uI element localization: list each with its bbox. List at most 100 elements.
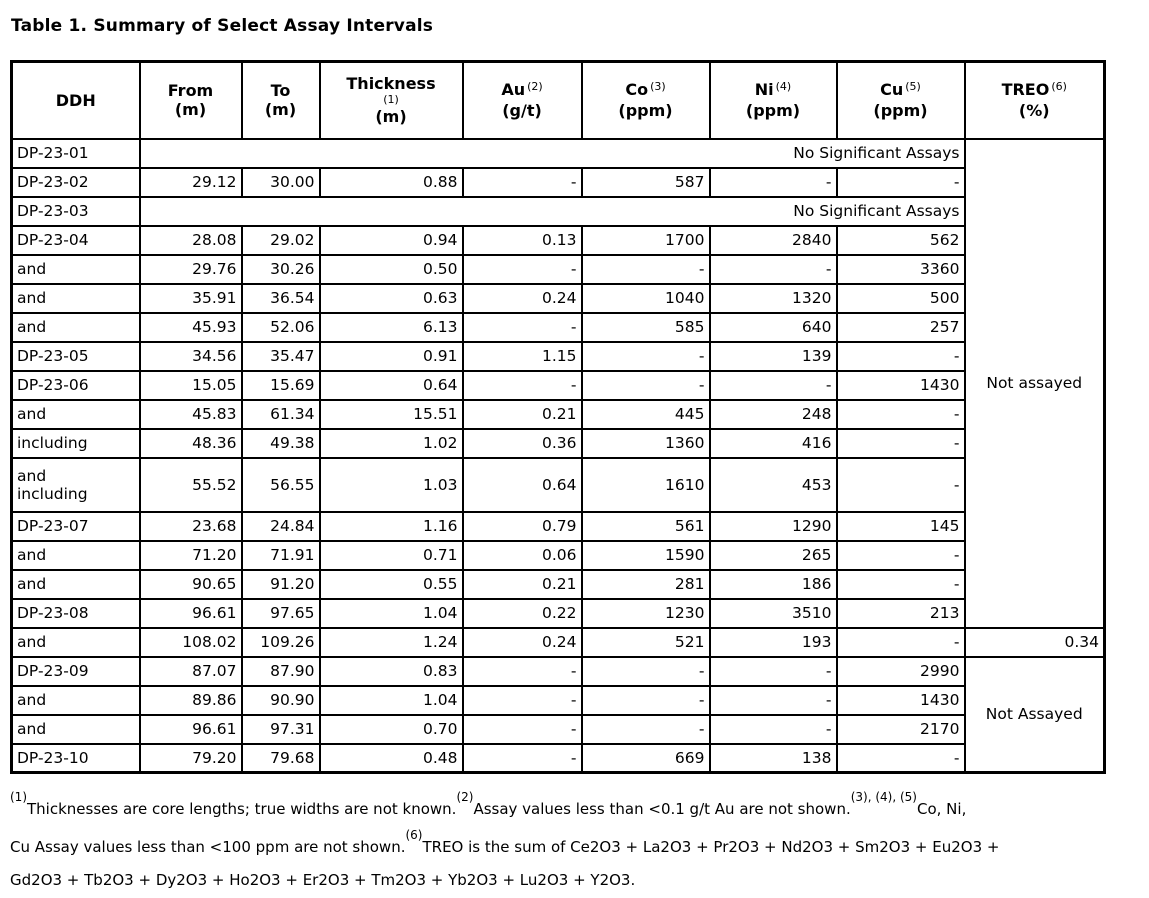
column-footnote-marker: (1) [383, 93, 399, 107]
cell-ni: 186 [708, 568, 838, 600]
cell-cu: 500 [835, 282, 966, 314]
cell-au: - [461, 742, 583, 774]
cell-treo-not-assayed: Not Assayed [963, 655, 1106, 774]
cell-to: 87.90 [240, 655, 321, 687]
cell-ddh: and [10, 626, 141, 658]
cell-thickness: 0.94 [318, 224, 464, 256]
footnote-marker: (3), (4), (5) [850, 790, 917, 804]
column-header-treo: TREO (6) (%) [963, 60, 1106, 140]
cell-co: 1700 [580, 224, 711, 256]
cell-ddh: DP-23-02 [10, 166, 141, 198]
column-unit: (%) [1018, 101, 1050, 121]
cell-from: 89.86 [138, 684, 243, 716]
assay-intervals-table: DDH From (m) To (m) Thickness (1) (m) Au (2) (g/t)… [10, 60, 1106, 774]
column-header-thickness: Thickness (1) (m) [318, 60, 464, 140]
cell-ni: 2840 [708, 224, 838, 256]
cell-co: 281 [580, 568, 711, 600]
column-header-co: Co (3) (ppm) [580, 60, 711, 140]
cell-to: 30.00 [240, 166, 321, 198]
table-header: DDH From (m) To (m) Thickness (1) (m) Au (2) (g/t)… [10, 60, 1106, 140]
cell-co: 587 [580, 166, 711, 198]
footnote-line: (1)Thicknesses are core lengths; true wi… [10, 788, 1142, 826]
column-label: Ni [754, 80, 774, 100]
column-label: From [167, 81, 214, 101]
cell-au: - [461, 253, 583, 285]
cell-co: - [580, 369, 711, 401]
column-footnote-marker: (6) [1051, 80, 1067, 94]
cell-ddh: including [10, 427, 141, 459]
cell-co: 1610 [580, 456, 711, 513]
cell-co: 561 [580, 510, 711, 542]
cell-from: 45.93 [138, 311, 243, 343]
column-unit: (m) [174, 100, 207, 120]
table-row: and 45.83 61.34 15.51 0.21 445 248- [10, 398, 1105, 430]
cell-ni: - [708, 713, 838, 745]
cell-cu: 2990 [835, 655, 966, 687]
cell-to: 79.68 [240, 742, 321, 774]
footnote-text: Thicknesses are core lengths; true width… [27, 800, 457, 818]
cell-ddh: and [10, 684, 141, 716]
table-row: and 71.20 71.91 0.71 0.06 1590 265- [10, 539, 1105, 571]
cell-cu: - [835, 427, 966, 459]
cell-from: 23.68 [138, 510, 243, 542]
cell-ni: 453 [708, 456, 838, 513]
cell-thickness: 0.70 [318, 713, 464, 745]
column-header-from: From (m) [138, 60, 243, 140]
table-row: and 35.91 36.54 0.63 0.24 1040 1320 500 [10, 282, 1105, 314]
cell-to: 49.38 [240, 427, 321, 459]
cell-cu: - [835, 742, 966, 774]
cell-from: 87.07 [138, 655, 243, 687]
cell-thickness: 0.71 [318, 539, 464, 571]
cell-ni: 193 [708, 626, 838, 658]
cell-ni: 248 [708, 398, 838, 430]
cell-au: 0.13 [461, 224, 583, 256]
cell-to: 24.84 [240, 510, 321, 542]
cell-to: 29.02 [240, 224, 321, 256]
cell-ni: 138 [708, 742, 838, 774]
cell-ni: - [708, 655, 838, 687]
cell-thickness: 1.04 [318, 597, 464, 629]
cell-no-significant-assays: No Significant Assays [138, 195, 966, 227]
cell-ni: - [708, 684, 838, 716]
cell-thickness: 1.16 [318, 510, 464, 542]
column-label: To [270, 81, 291, 101]
footnote-line: Cu Assay values less than <100 ppm are n… [10, 826, 1142, 864]
cell-au: 0.64 [461, 456, 583, 513]
cell-co: 445 [580, 398, 711, 430]
table-body: DP-23-01 No Significant Assays Not assayed… [10, 137, 1106, 774]
cell-to: 15.69 [240, 369, 321, 401]
cell-ddh: and [10, 282, 141, 314]
cell-to: 36.54 [240, 282, 321, 314]
column-unit: (ppm) [873, 101, 928, 121]
cell-co: - [580, 340, 711, 372]
cell-from: 96.61 [138, 713, 243, 745]
cell-ni: 1320 [708, 282, 838, 314]
cell-thickness: 6.13 [318, 311, 464, 343]
cell-cu: 1430 [835, 369, 966, 401]
cell-ddh: DP-23-04 [10, 224, 141, 256]
cell-to: 61.34 [240, 398, 321, 430]
cell-from: 28.08 [138, 224, 243, 256]
cell-treo-not-assayed: Not assayed [963, 137, 1106, 629]
cell-from: 48.36 [138, 427, 243, 459]
cell-ni: 3510 [708, 597, 838, 629]
cell-cu: 2170 [835, 713, 966, 745]
footnote-text: Gd2O3 + Tb2O3 + Dy2O3 + Ho2O3 + Er2O3 + … [10, 871, 636, 889]
cell-to: 97.65 [240, 597, 321, 629]
column-header-cu: Cu (5) (ppm) [835, 60, 966, 140]
cell-ni: 640 [708, 311, 838, 343]
cell-to: 71.91 [240, 539, 321, 571]
cell-to: 97.31 [240, 713, 321, 745]
cell-co: 669 [580, 742, 711, 774]
column-header-ddh: DDH [10, 60, 141, 140]
cell-au: 0.24 [461, 282, 583, 314]
table-row: DP-23-09 87.07 87.90 0.83- - -2990 Not Assayed [10, 655, 1106, 774]
cell-to: 90.90 [240, 684, 321, 716]
cell-ddh: DP-23-07 [10, 510, 141, 542]
column-unit: (m) [375, 107, 407, 127]
cell-ddh: and [10, 568, 141, 600]
cell-cu: - [835, 166, 966, 198]
cell-ddh: DP-23-03 [10, 195, 141, 227]
cell-au: - [461, 684, 583, 716]
cell-ddh: DP-23-05 [10, 340, 141, 372]
